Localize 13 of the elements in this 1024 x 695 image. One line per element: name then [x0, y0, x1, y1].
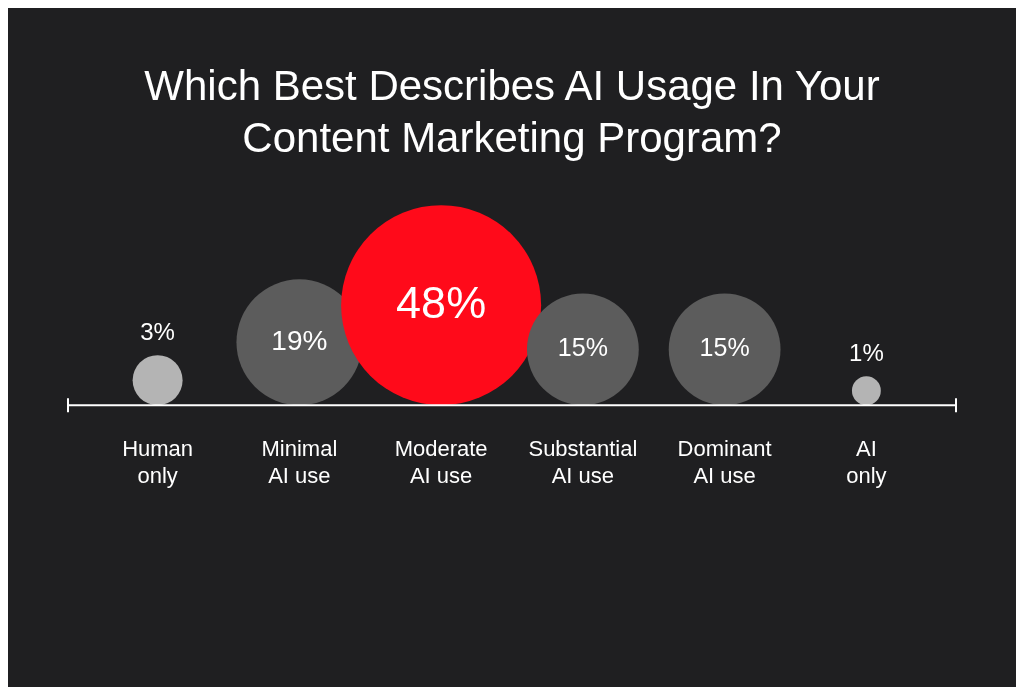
category-label: Substantial AI use	[528, 436, 638, 488]
category-label: Human only	[122, 436, 194, 488]
data-label: 15%	[557, 333, 608, 362]
data-label: 1%	[849, 338, 884, 366]
category-label: Dominant AI use	[677, 436, 772, 488]
category-label: Moderate AI use	[394, 436, 488, 488]
category-label: AI only	[846, 436, 887, 488]
data-label: 15%	[699, 333, 750, 362]
data-label: 48%	[396, 276, 487, 328]
category-label: Minimal AI use	[261, 436, 338, 488]
data-label: 3%	[140, 317, 175, 345]
data-label: 19%	[271, 325, 328, 356]
text: Which Best Describes AI Usage In Your Content Marketing Program?	[143, 61, 881, 163]
